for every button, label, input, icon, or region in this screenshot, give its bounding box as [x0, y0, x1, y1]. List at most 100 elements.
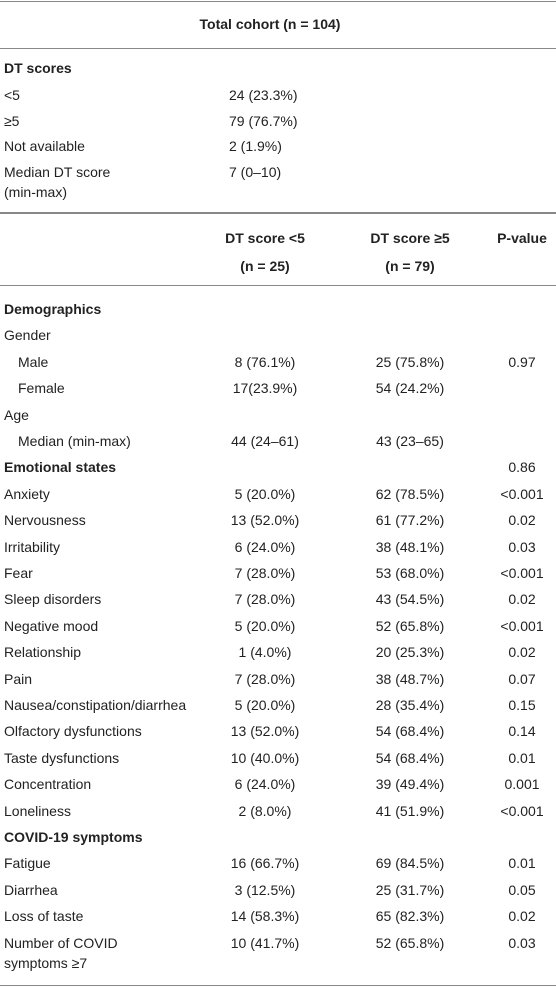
cell: 0.07: [508, 670, 536, 687]
cell: 0.14: [508, 723, 536, 740]
cell: 25 (75.8%): [375, 353, 445, 370]
row-label: Female: [18, 380, 65, 397]
section-heading: COVID-19 symptoms: [4, 829, 143, 845]
row-label: Olfactory dysfunctions: [4, 723, 142, 740]
section-heading: DT scores: [4, 60, 72, 76]
cell: 2 (1.9%): [229, 138, 282, 154]
cell: 0.15: [508, 697, 536, 713]
row-label: Loss of taste: [4, 908, 84, 925]
cell: 79 (76.7%): [229, 112, 298, 129]
cell: 20 (25.3%): [375, 644, 445, 661]
cell: 8 (76.1%): [234, 353, 296, 370]
row-label: Fear: [4, 565, 33, 581]
cell: 0.02: [508, 512, 536, 529]
cell: 43 (54.5%): [375, 591, 445, 608]
cell: 41 (51.9%): [375, 802, 445, 819]
cell: 38 (48.7%): [375, 670, 445, 687]
cell: <0.001: [500, 617, 544, 634]
cell: 65 (82.3%): [375, 908, 445, 925]
cell: 1 (4.0%): [238, 644, 292, 661]
cell: 0.86: [508, 459, 536, 476]
column-header: (n = 25): [240, 258, 290, 274]
row-label: Loneliness: [4, 802, 71, 819]
cell: 7 (28.0%): [234, 565, 296, 581]
cell: 61 (77.2%): [375, 512, 445, 529]
section-heading: Emotional states: [4, 459, 117, 476]
cell: 52 (65.8%): [375, 934, 445, 951]
row-label: Diarrhea: [4, 881, 58, 898]
cell: 5 (20.0%): [234, 697, 296, 713]
rule: [0, 48, 556, 49]
cell: 10 (40.0%): [230, 749, 300, 766]
cell: 3 (12.5%): [234, 881, 296, 898]
column-header: DT score <5: [225, 230, 305, 246]
cell: 0.02: [508, 908, 536, 925]
section-heading: Demographics: [4, 301, 102, 317]
group-label: Age: [4, 406, 29, 423]
cell: 0.03: [508, 934, 536, 951]
cell: 54 (68.4%): [375, 749, 445, 766]
cell: 43 (23–65): [376, 433, 444, 449]
cell: 53 (68.0%): [375, 565, 445, 581]
rule: [0, 985, 556, 986]
column-header: (n = 79): [385, 258, 435, 274]
row-label: Anxiety: [4, 485, 50, 502]
cell: 39 (49.4%): [375, 776, 445, 793]
cell: <0.001: [500, 802, 544, 819]
row-label: Relationship: [4, 644, 82, 661]
row-label: Concentration: [4, 776, 92, 793]
row-label: <5: [4, 87, 20, 103]
cell: 25 (31.7%): [375, 881, 445, 898]
rule: [0, 285, 556, 286]
row-label: Median (min-max): [18, 433, 131, 449]
cell: 16 (66.7%): [230, 855, 300, 872]
column-header: DT score ≥5: [370, 230, 450, 246]
rule: [0, 1, 556, 2]
row-label: Nausea/constipation/diarrhea: [4, 697, 187, 713]
row-label: ≥5: [4, 112, 20, 129]
cell: 0.001: [504, 776, 540, 793]
cell: 62 (78.5%): [375, 485, 445, 502]
row-label: Male: [18, 353, 49, 370]
row-label: Fatigue: [4, 855, 51, 872]
cell: 13 (52.0%): [230, 723, 300, 740]
cell: 5 (20.0%): [234, 485, 296, 502]
cell: 17(23.9%): [232, 380, 298, 397]
cell: 28 (35.4%): [375, 697, 445, 713]
table-title: Total cohort (n = 104): [199, 16, 341, 32]
row-label: Taste dysfunctions: [4, 749, 120, 766]
cell: 69 (84.5%): [375, 855, 445, 872]
cell: 0.02: [508, 591, 536, 608]
cell: 54 (24.2%): [375, 380, 445, 397]
cell: 13 (52.0%): [230, 512, 300, 529]
cell: 6 (24.0%): [234, 538, 296, 555]
cell: 52 (65.8%): [375, 617, 445, 634]
cell: 10 (41.7%): [230, 934, 300, 951]
cell: <0.001: [500, 565, 544, 581]
row-label: Pain: [4, 670, 33, 687]
row-label: Median DT score: [4, 163, 111, 180]
cell: 54 (68.4%): [375, 723, 445, 740]
cell: 14 (58.3%): [230, 908, 300, 925]
group-label: Gender: [4, 327, 51, 344]
cell: 0.01: [508, 855, 536, 872]
rule: [0, 212, 556, 214]
row-label: Nervousness: [4, 512, 86, 529]
cell: 38 (48.1%): [375, 538, 445, 555]
cell: 5 (20.0%): [234, 617, 296, 634]
row-label: Number of COVID: [4, 934, 118, 951]
cell: 7 (28.0%): [234, 670, 296, 687]
cell: 7 (28.0%): [234, 591, 296, 608]
cell: 0.02: [508, 644, 536, 661]
cell: 7 (0–10): [229, 163, 282, 180]
cell: 2 (8.0%): [238, 802, 292, 819]
row-label: (min-max): [4, 183, 67, 200]
cell: 44 (24–61): [231, 433, 299, 449]
cell: 0.97: [508, 353, 536, 370]
cell: 0.05: [508, 881, 536, 898]
row-label: Sleep disorders: [4, 591, 102, 608]
cell: 6 (24.0%): [234, 776, 296, 793]
column-header: P-value: [497, 230, 547, 246]
row-label: symptoms ≥7: [4, 954, 88, 971]
